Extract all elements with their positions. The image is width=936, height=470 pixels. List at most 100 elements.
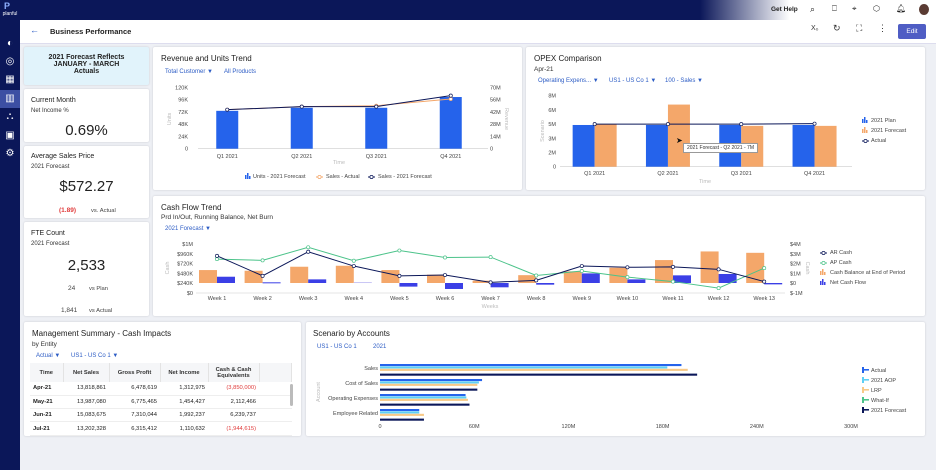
card-title: Average Sales Price [31, 153, 95, 160]
table-header-row: Time Net Sales Gross Profit Net Income C… [30, 363, 292, 382]
avg-sales-price-card: Average Sales Price 2021 Forecast $572.2… [24, 146, 149, 218]
kpi-value: 2,533 [67, 257, 106, 274]
table-row[interactable]: Apr-21 13,818,861 6,478,619 1,312,975 (3,850… [30, 382, 292, 396]
table-cell: 7,310,044 [109, 408, 160, 423]
column-header[interactable]: Time [30, 363, 64, 382]
revenue-units-card: Revenue and Units Trend Total Customer ▼… [153, 47, 522, 190]
back-arrow-icon[interactable]: ← [30, 25, 39, 35]
table-cell: 6,239,737 [208, 408, 259, 423]
cash-flow-card: Cash Flow Trend Prd In/Out, Running Bala… [153, 196, 925, 316]
dropdown-label: US1 - US Co 1 [71, 353, 111, 359]
grid-icon[interactable]: ▦ [5, 74, 15, 85]
table-cell: 1,312,975 [160, 382, 208, 396]
settings-icon[interactable]: ⚙ [5, 148, 15, 159]
entity-dropdown[interactable]: US1 - US Co 1 ▼ [609, 78, 656, 84]
caret-down-icon: ▼ [592, 78, 599, 84]
more-icon[interactable]: ⋮ [878, 23, 887, 33]
target-icon[interactable]: ◎ [5, 56, 15, 67]
vs-actual-label: vs Actual [89, 308, 113, 314]
table-cell: Jun-21 [30, 408, 63, 423]
kpi-value: 0.69% [65, 122, 108, 139]
refresh-icon[interactable]: ↻ [833, 23, 841, 33]
table-row[interactable]: Jul-21 13,202,328 6,315,412 1,110,632 (1,944… [30, 421, 292, 436]
kpi-value: $572.27 [59, 178, 114, 195]
scenario-dropdown[interactable]: Actual ▼ [36, 353, 60, 359]
page-header: ← Business Performance X₀ ↻ ⛶ ⋮ Edit [20, 20, 936, 44]
table-cell: 15,083,675 [63, 408, 109, 423]
column-header[interactable]: Net Sales [63, 363, 110, 382]
entity-dropdown[interactable]: US1 - US Co 1 ▼ [71, 353, 118, 359]
column-header-spacer [259, 363, 292, 382]
tasks-icon[interactable]: ▣ [5, 130, 15, 141]
table-cell-spacer [259, 408, 292, 423]
card-subtitle: Apr-21 [534, 66, 554, 73]
table-cell-spacer [259, 395, 292, 410]
card-subtitle: by Entity [32, 341, 57, 348]
edit-button[interactable]: Edit [898, 24, 926, 39]
card-title: OPEX Comparison [534, 54, 602, 63]
caret-down-icon: ▼ [650, 78, 657, 84]
page-title: Business Performance [50, 27, 132, 36]
column-header[interactable]: Net Income [160, 363, 209, 382]
delta-value: (1.89) [59, 207, 76, 214]
column-header[interactable]: Cash & Cash Equivalents [208, 363, 260, 382]
bell-icon[interactable]: 🔔︎ [896, 4, 907, 13]
dropdown-label: Actual [36, 353, 53, 359]
table-cell: 1,992,237 [160, 408, 208, 423]
hierarchy-icon[interactable]: ⛬ [6, 111, 14, 122]
user-avatar[interactable] [919, 4, 929, 15]
table-cell-spacer [259, 421, 292, 436]
table-row[interactable]: Jun-21 15,083,675 7,310,044 1,992,237 6,239,… [30, 408, 292, 423]
formula-icon[interactable]: X₀ [811, 25, 819, 32]
card-title: Scenario by Accounts [313, 329, 390, 338]
entity-filter[interactable]: US1 - US Co 1 [317, 344, 357, 350]
dropdown-label: US1 - US Co 1 [609, 78, 649, 84]
mouse-cursor-icon: ➤ [676, 136, 683, 145]
card-subtitle: 2021 Forecast [31, 241, 70, 247]
vs-actual-value: 1,841 [61, 307, 78, 314]
fte-count-card: FTE Count 2021 Forecast 2,533 24 vs Plan… [24, 222, 149, 316]
table-cell: (1,944,615) [208, 421, 259, 436]
crosshair-icon[interactable]: ⌖ [852, 4, 857, 13]
fullscreen-icon[interactable]: ⛶ [856, 23, 863, 33]
scenario-dropdown[interactable]: 2021 Forecast ▼ [165, 226, 211, 232]
table-cell: 2,112,466 [208, 395, 259, 410]
card-subtitle: Prd In/Out, Running Balance, Net Burn [161, 214, 274, 221]
sidebar: ◐ ◎ ▦ ▥ ⛬ ▣ ⚙ [0, 20, 20, 470]
account-dropdown[interactable]: Operating Expens... ▼ [538, 78, 599, 84]
banner-line-1: 2021 Forecast Reflects [48, 54, 125, 61]
reports-icon[interactable]: ◐ [6, 38, 14, 49]
customer-dropdown[interactable]: Total Customer ▼ [165, 69, 213, 75]
table-cell: 6,315,412 [109, 421, 160, 436]
table-scrollbar[interactable] [290, 384, 293, 406]
bookmark-icon[interactable]: ⎕ [832, 4, 837, 13]
table-cell: 6,478,619 [109, 382, 160, 396]
banner-line-3: Actuals [73, 68, 100, 75]
search-icon[interactable]: ⌕ [810, 4, 816, 14]
table-cell: 13,818,861 [63, 382, 109, 396]
caret-down-icon: ▼ [207, 69, 213, 75]
scenario-accounts-card: Scenario by Accounts US1 - US Co 1 2021 [306, 322, 925, 436]
get-help-link[interactable]: Get Help [771, 6, 798, 13]
top-bar: P planful Get Help ⌕ ⎕ ⌖ ⬡ 🔔︎ [0, 0, 936, 20]
caret-down-icon: ▼ [697, 78, 703, 84]
department-dropdown[interactable]: 100 - Sales ▼ [665, 78, 703, 84]
delta-label: vs. Actual [91, 208, 116, 214]
products-filter[interactable]: All Products [224, 69, 257, 75]
card-title: Management Summary - Cash Impacts [32, 329, 172, 338]
table-cell: Jul-21 [30, 421, 63, 436]
dropdown-label: Operating Expens... [538, 78, 592, 84]
vs-plan-value: 24 [68, 285, 76, 292]
summary-table: Time Net Sales Gross Profit Net Income C… [30, 363, 292, 436]
column-header[interactable]: Gross Profit [109, 363, 161, 382]
dashboard-icon[interactable]: ▥ [0, 90, 20, 108]
planful-logo-icon[interactable]: P [4, 1, 11, 11]
dropdown-label: 2021 Forecast [165, 226, 204, 232]
table-row[interactable]: May-21 13,987,080 6,775,465 1,454,427 2,112,… [30, 395, 292, 410]
logo-text: planful [2, 11, 18, 17]
caret-down-icon: ▼ [205, 226, 211, 232]
cube-icon[interactable]: ⬡ [873, 4, 880, 13]
table-cell: 6,775,465 [109, 395, 160, 410]
year-filter[interactable]: 2021 [373, 344, 387, 350]
vs-plan-label: vs Plan [89, 286, 109, 292]
